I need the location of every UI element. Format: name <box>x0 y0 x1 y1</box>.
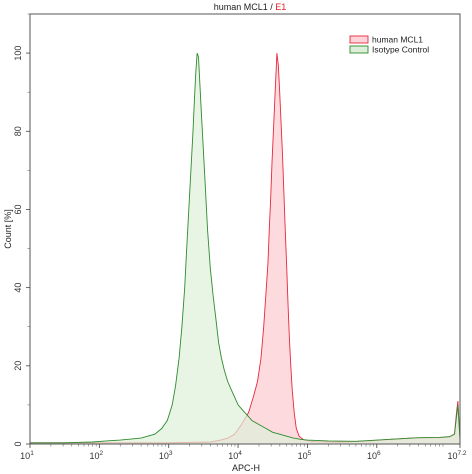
x-tick-label: 105 <box>298 450 312 461</box>
x-tick-label: 106 <box>367 450 381 461</box>
chart-title: human MCL1 / E1 <box>214 2 287 12</box>
y-tick-label: 100 <box>13 46 23 61</box>
x-tick-label: 104 <box>228 450 242 461</box>
plot-border <box>29 13 461 445</box>
y-tick-label: 0 <box>13 441 23 446</box>
x-axis-label: APC-H <box>232 463 260 473</box>
legend-label: Isotype Control <box>372 45 429 55</box>
y-axis-label: Count [%] <box>3 209 13 249</box>
series-line-isotype-control <box>30 52 461 444</box>
y-tick-label: 40 <box>13 283 23 293</box>
chart-title-separator: / <box>268 2 276 12</box>
y-tick-label: 20 <box>13 361 23 371</box>
legend-swatch <box>349 45 369 54</box>
y-axis: 0 20 40 60 80 100 <box>13 13 30 447</box>
legend-swatch <box>349 35 369 44</box>
x-tick-label: 102 <box>90 450 104 461</box>
chart-title-sample: human MCL1 <box>214 2 268 12</box>
plot-frame <box>29 13 461 445</box>
x-tick-label: 107.2 <box>447 450 466 461</box>
x-axis: 101 102 103 104 105 106 107.2 <box>20 444 467 461</box>
x-tick-label: 103 <box>159 450 173 461</box>
y-tick-label: 80 <box>13 126 23 136</box>
x-tick-label: 101 <box>20 450 34 461</box>
chart-title-marker: E1 <box>275 2 286 12</box>
series-layer <box>30 52 461 444</box>
legend-label: human MCL1 <box>372 35 423 45</box>
plot-area <box>30 14 460 444</box>
y-tick-label: 60 <box>13 204 23 214</box>
plot-background <box>30 14 460 444</box>
